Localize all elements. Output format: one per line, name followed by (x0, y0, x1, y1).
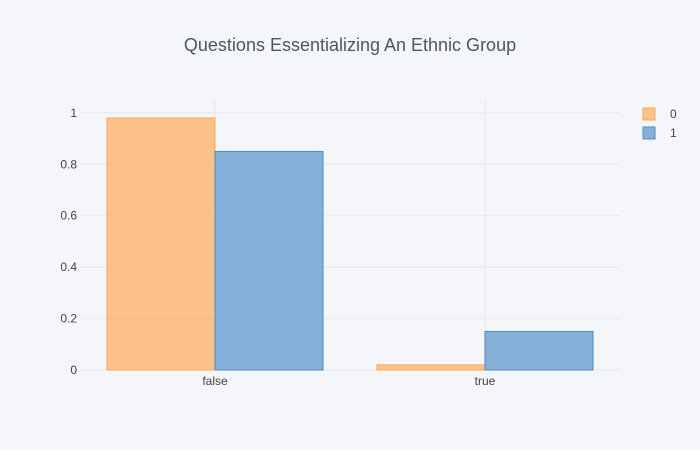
y-axis-ticks: 0 0.2 0.4 0.6 0.8 1 (60, 106, 77, 377)
bar-series-1-true[interactable] (484, 330, 594, 371)
legend-swatch-1[interactable] (642, 126, 656, 140)
y-tick-label: 0.8 (60, 157, 77, 171)
bar-series-1-false[interactable] (214, 150, 324, 371)
y-tick-label: 1 (70, 106, 77, 120)
x-tick-label: true (475, 374, 496, 388)
y-tick-label: 0.6 (60, 209, 77, 223)
legend[interactable]: 01 (642, 107, 677, 140)
legend-label-1[interactable]: 1 (670, 126, 677, 140)
legend-label-0[interactable]: 0 (670, 107, 677, 121)
y-tick-label: 0.4 (60, 260, 77, 274)
y-tick-label: 0.2 (60, 312, 77, 326)
chart-title: Questions Essentializing An Ethnic Group (184, 35, 516, 55)
x-tick-label: false (202, 374, 228, 388)
bars (106, 117, 594, 371)
x-axis-ticks: false true (202, 374, 495, 388)
bar-series-0-false[interactable] (106, 117, 216, 371)
y-tick-label: 0 (70, 363, 77, 377)
bar-series-0-true[interactable] (376, 364, 486, 371)
legend-swatch-0[interactable] (642, 107, 656, 121)
